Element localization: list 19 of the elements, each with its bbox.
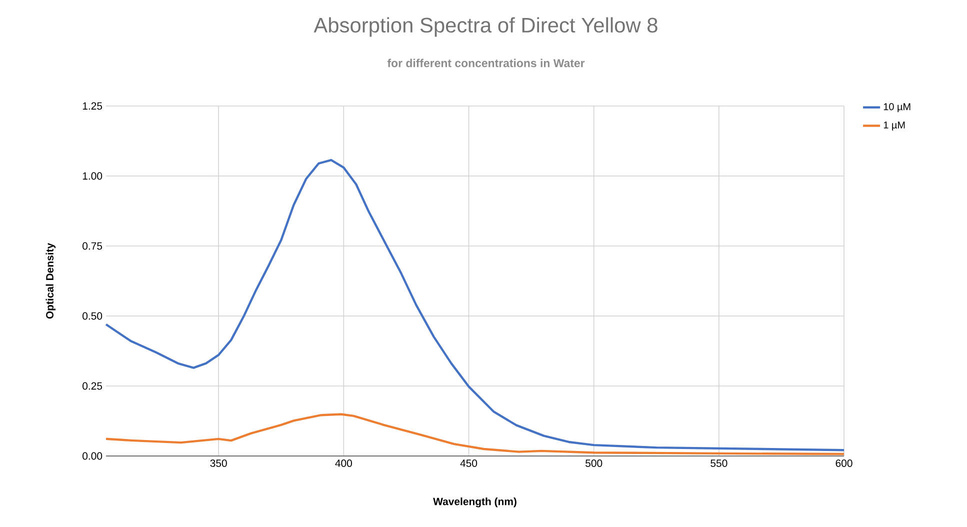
x-axis-title: Wavelength (nm): [433, 498, 516, 508]
y-tick-label: 0.00: [82, 452, 102, 460]
y-tick-label: 1.25: [82, 102, 102, 110]
legend-label: 1 µM: [884, 122, 905, 130]
y-tick-label: 1.00: [82, 172, 102, 180]
x-tick-label: 600: [836, 460, 852, 467]
x-tick-label: 550: [710, 460, 728, 467]
x-tick-label: 500: [586, 460, 602, 467]
y-tick-label: 0.50: [82, 312, 102, 320]
x-tick-label: 400: [335, 460, 352, 467]
chart-subtitle: for different concentrations in Water: [387, 58, 585, 68]
x-tick-label: 350: [210, 460, 227, 467]
y-tick-label: 0.25: [82, 382, 102, 390]
x-tick-label: 450: [460, 460, 478, 467]
line-series: [104, 413, 846, 456]
y-tick-label: 0.75: [82, 242, 102, 250]
legend-label: 10 µM: [884, 103, 910, 112]
y-axis-title: Optical Density: [46, 242, 56, 319]
chart-title: Absorption Spectra of Direct Yellow 8: [314, 17, 658, 37]
